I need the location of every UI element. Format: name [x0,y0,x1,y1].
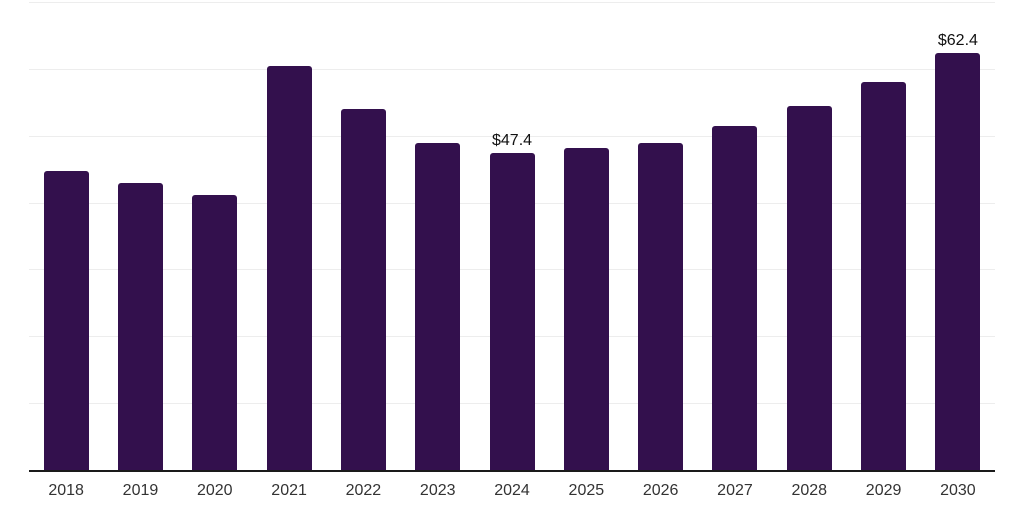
x-tick-2030: 2030 [940,482,976,499]
value-label-2024: $47.4 [492,132,533,150]
x-tick-2021: 2021 [271,482,307,499]
bars-container: $47.4 $62.4 [29,0,995,470]
category-band-2026 [624,0,698,470]
bar-2029 [861,81,907,470]
x-tick-2023: 2023 [419,482,456,499]
x-tick-2029: 2029 [865,482,902,499]
bar-2026 [638,143,684,470]
x-tick-2020: 2020 [196,482,233,499]
x-tick-2027: 2027 [717,482,753,499]
category-band-2029 [846,0,920,470]
category-band-2021 [252,0,326,470]
bar-2021 [266,65,312,470]
category-band-2030: $62.4 [921,0,995,470]
bar-2023 [415,143,461,470]
x-tick-2024: 2024 [494,482,530,499]
bar-2020 [192,194,238,470]
bar-2019 [117,182,163,470]
gridline-70 [29,2,995,3]
x-tick-2022: 2022 [345,482,382,499]
gridline-50 [29,136,995,137]
category-band-2025 [549,0,623,470]
category-band-2018 [29,0,103,470]
x-tick-2026: 2026 [642,482,679,499]
bar-2025 [563,148,609,470]
category-band-2024: $47.4 [475,0,549,470]
category-band-2023 [401,0,475,470]
category-band-2022 [326,0,400,470]
category-band-2020 [178,0,252,470]
category-band-2028 [772,0,846,470]
x-tick-2028: 2028 [791,482,828,499]
chart-plot-area: $47.4 $62.4 2018 2019 2020 2021 2022 2023 2024 2… [29,0,995,512]
bar-2027 [712,125,758,470]
bar-2030 [935,52,981,470]
x-axis-tick-labels: 2018 2019 2020 2021 2022 2023 2024 2025 2026 2027… [29,481,995,500]
bar-2018 [43,171,89,470]
x-tick-2018: 2018 [48,482,84,499]
x-tick-2025: 2025 [568,482,605,499]
bar-2028 [786,105,832,470]
value-label-2030: $62.4 [937,31,978,49]
bar-2024 [489,153,535,470]
gridline-60 [29,69,995,70]
x-axis-line [29,470,995,472]
category-band-2019 [103,0,177,470]
x-tick-2019: 2019 [122,482,159,499]
category-band-2027 [698,0,772,470]
bar-2022 [340,109,386,470]
